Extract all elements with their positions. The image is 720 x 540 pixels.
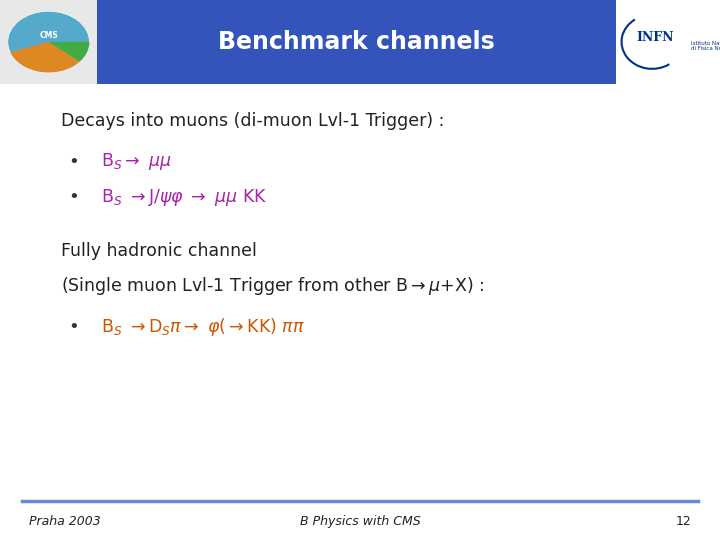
Text: CMS: CMS <box>39 31 58 40</box>
Text: •: • <box>68 153 79 171</box>
Text: •: • <box>68 318 79 336</box>
Bar <box>0 0 97 84</box>
Wedge shape <box>49 42 89 62</box>
Bar <box>0 0 720 84</box>
Text: •: • <box>68 188 79 206</box>
Text: 12: 12 <box>675 515 691 528</box>
Text: Istituto Nazionale
di Fisica Nucleare: Istituto Nazionale di Fisica Nucleare <box>690 40 720 51</box>
Text: Decays into muons (di-muon Lvl-1 Trigger) :: Decays into muons (di-muon Lvl-1 Trigger… <box>61 112 444 131</box>
Text: B$_S$ $\to$D$_S$$\pi\to$ $\varphi$($\to$KK) $\pi\pi$: B$_S$ $\to$D$_S$$\pi\to$ $\varphi$($\to$… <box>101 316 305 338</box>
Text: Fully hadronic channel: Fully hadronic channel <box>61 242 257 260</box>
Text: Benchmark channels: Benchmark channels <box>218 30 495 54</box>
Text: B$_S$$\to$ $\mu\mu$: B$_S$$\to$ $\mu\mu$ <box>101 152 171 172</box>
Bar <box>616 0 720 84</box>
Text: B Physics with CMS: B Physics with CMS <box>300 515 420 528</box>
Text: (Single muon Lvl-1 Trigger from other B$\to\mu$+X) :: (Single muon Lvl-1 Trigger from other B$… <box>61 275 485 297</box>
Wedge shape <box>10 42 80 72</box>
Text: Praha 2003: Praha 2003 <box>29 515 101 528</box>
Text: B$_S$ $\to$J/$\psi\varphi$ $\to$ $\mu\mu$ KK: B$_S$ $\to$J/$\psi\varphi$ $\to$ $\mu\mu… <box>101 187 267 207</box>
Circle shape <box>8 11 89 72</box>
Text: INFN: INFN <box>636 31 674 44</box>
